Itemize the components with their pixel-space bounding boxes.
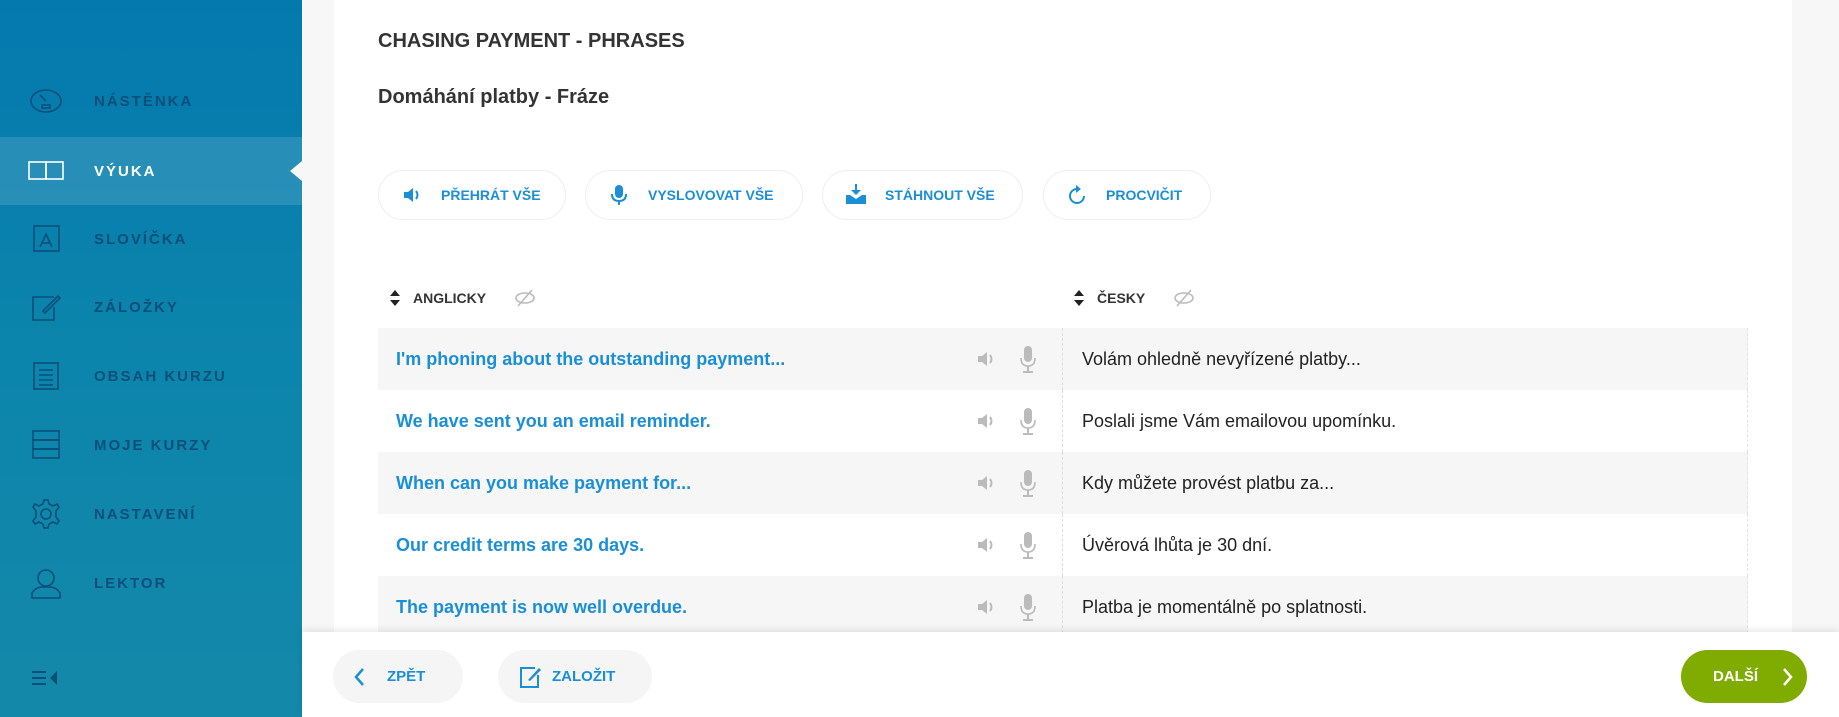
sidebar-item-slovicka[interactable]: SLOVÍČKA (0, 205, 302, 273)
sidebar-item-label: LEKTOR (94, 574, 168, 592)
speaker-icon[interactable] (976, 473, 996, 493)
vocabulary-card-icon (28, 221, 64, 257)
table-row: I'm phoning about the outstanding paymen… (378, 328, 1748, 390)
microphone-icon[interactable] (1020, 407, 1036, 435)
czech-phrase: Volám ohledně nevyřízené platby... (1082, 348, 1361, 369)
sort-icon[interactable] (1073, 288, 1085, 308)
row-border (1747, 452, 1748, 514)
tutor-headset-icon (28, 565, 64, 601)
microphone-icon[interactable] (1020, 593, 1036, 621)
page-subtitle: Domáhání platby - Fráze (378, 86, 610, 108)
back-button[interactable]: ZPĚT (333, 650, 463, 703)
english-phrase[interactable]: We have sent you an email reminder. (396, 410, 711, 431)
sidebar: NÁSTĚNKA VÝUKA SLOVÍČKA ZÁLOŽKY OBSAH KU… (0, 0, 302, 717)
sidebar-item-label: ZÁLOŽKY (94, 298, 179, 316)
sidebar-item-label: OBSAH KURZU (94, 367, 227, 385)
microphone-icon[interactable] (1020, 345, 1036, 373)
column-divider (1062, 328, 1063, 390)
next-label: DALŠÍ (1713, 668, 1758, 685)
bookmark-button[interactable]: ZALOŽIT (498, 650, 652, 703)
refresh-icon (1069, 185, 1085, 204)
back-label: ZPĚT (387, 668, 426, 685)
bottom-bar: ZPĚT ZALOŽIT DALŠÍ (302, 632, 1839, 717)
column-header-czech[interactable]: ČESKY (1073, 288, 1195, 308)
sidebar-item-label: MOJE KURZY (94, 436, 213, 454)
microphone-icon[interactable] (1020, 531, 1036, 559)
row-border (1747, 576, 1748, 638)
table-row: When can you make payment for... Kdy můž… (378, 452, 1748, 514)
microphone-icon[interactable] (1020, 469, 1036, 497)
sidebar-item-moje-kurzy[interactable]: MOJE KURZY (0, 411, 302, 479)
czech-phrase: Úvěrová lhůta je 30 dní. (1082, 534, 1273, 555)
pronounce-all-button[interactable]: VYSLOVOVAT VŠE (585, 170, 803, 220)
collapse-menu-icon[interactable] (30, 666, 60, 690)
play-all-label: PŘEHRÁT VŠE (441, 187, 541, 203)
sidebar-item-label: NÁSTĚNKA (94, 92, 194, 110)
sidebar-item-zalozky[interactable]: ZÁLOŽKY (0, 273, 302, 341)
english-phrase[interactable]: I'm phoning about the outstanding paymen… (396, 348, 786, 369)
dashboard-gauge-icon (28, 83, 64, 119)
sidebar-item-label: SLOVÍČKA (94, 230, 188, 248)
sidebar-item-nastenka[interactable]: NÁSTĚNKA (0, 67, 302, 135)
row-border (1747, 514, 1748, 576)
chevron-right-icon (1783, 667, 1793, 686)
open-book-icon (28, 153, 64, 189)
table-row: Our credit terms are 30 days. Úvěrová lh… (378, 514, 1748, 576)
sidebar-item-vyuka[interactable]: VÝUKA (0, 137, 302, 205)
eye-hidden-icon[interactable] (1173, 288, 1195, 308)
column-header-english[interactable]: ANGLICKY (389, 288, 536, 308)
microphone-icon (611, 185, 627, 205)
column-divider (1062, 514, 1063, 576)
eye-hidden-icon[interactable] (514, 288, 536, 308)
row-border (1747, 390, 1748, 452)
sidebar-item-nastaveni[interactable]: NASTAVENÍ (0, 480, 302, 548)
column-divider (1062, 390, 1063, 452)
chevron-left-icon (354, 667, 364, 686)
document-list-icon (28, 358, 64, 394)
czech-phrase: Poslali jsme Vám emailovou upomínku. (1082, 410, 1397, 431)
courses-list-icon (28, 427, 64, 463)
czech-phrase: Kdy můžete provést platbu za... (1082, 472, 1335, 493)
english-phrase[interactable]: The payment is now well overdue. (396, 596, 688, 617)
gear-icon (28, 496, 64, 532)
page-title: CHASING PAYMENT - PHRASES (378, 30, 685, 52)
sidebar-item-lektor[interactable]: LEKTOR (0, 549, 302, 617)
pronounce-all-label: VYSLOVOVAT VŠE (648, 187, 774, 203)
row-border (1747, 328, 1748, 390)
speaker-icon (404, 188, 419, 202)
edit-note-icon (520, 666, 541, 688)
czech-phrase: Platba je momentálně po splatnosti. (1082, 596, 1368, 617)
sidebar-item-obsah-kurzu[interactable]: OBSAH KURZU (0, 342, 302, 410)
download-all-button[interactable]: STÁHNOUT VŠE (822, 170, 1023, 220)
table-row: We have sent you an email reminder. Posl… (378, 390, 1748, 452)
sidebar-item-label: NASTAVENÍ (94, 505, 197, 523)
speaker-icon[interactable] (976, 535, 996, 555)
table-row: The payment is now well overdue. Platba … (378, 576, 1748, 638)
english-phrase[interactable]: When can you make payment for... (396, 472, 692, 493)
next-button[interactable]: DALŠÍ (1681, 650, 1807, 703)
edit-note-icon (28, 289, 64, 325)
speaker-icon[interactable] (976, 597, 996, 617)
column-label: ČESKY (1097, 290, 1146, 306)
column-divider (1062, 452, 1063, 514)
speaker-icon[interactable] (976, 411, 996, 431)
play-all-button[interactable]: PŘEHRÁT VŠE (378, 170, 566, 220)
bookmark-label: ZALOŽIT (552, 668, 616, 685)
sort-icon[interactable] (389, 288, 401, 308)
practice-label: PROCVIČIT (1106, 187, 1183, 203)
download-all-label: STÁHNOUT VŠE (885, 187, 995, 203)
speaker-icon[interactable] (976, 349, 996, 369)
english-phrase[interactable]: Our credit terms are 30 days. (396, 534, 645, 555)
download-icon (846, 184, 866, 204)
sidebar-item-label: VÝUKA (94, 162, 157, 180)
column-divider (1062, 576, 1063, 638)
practice-button[interactable]: PROCVIČIT (1043, 170, 1211, 220)
column-label: ANGLICKY (413, 290, 487, 306)
